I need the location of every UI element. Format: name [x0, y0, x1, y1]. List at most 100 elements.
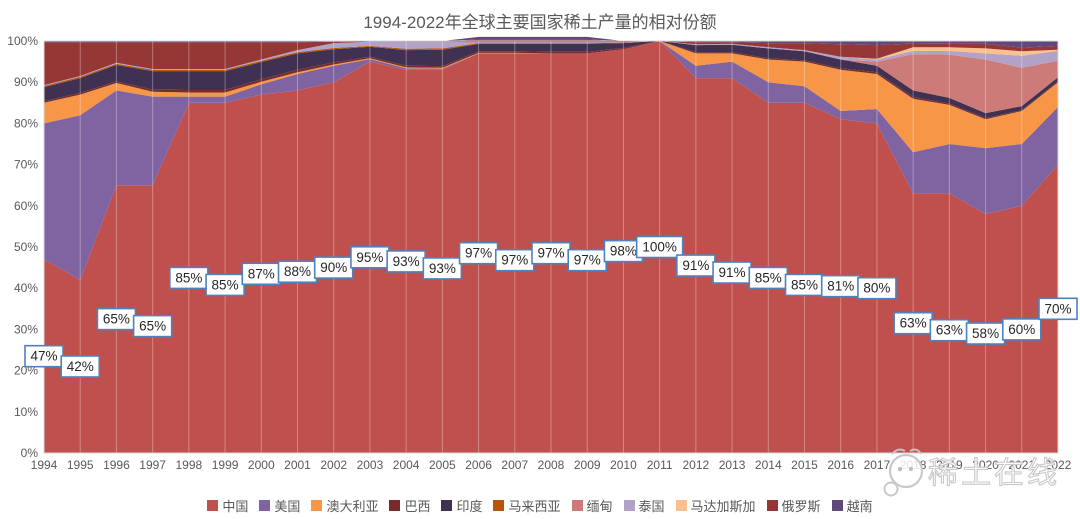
y-tick-label: 80%	[14, 116, 38, 130]
data-label-box	[1001, 318, 1042, 341]
data-label: 93%	[429, 261, 456, 276]
x-tick-label: 2003	[357, 458, 384, 472]
legend-item-thailand: 泰国	[623, 496, 665, 515]
legend-label-brazil: 巴西	[404, 499, 431, 514]
legend-item-india: 印度	[441, 496, 482, 515]
x-tick-label: 2001	[284, 458, 311, 472]
x-tick-label: 1997	[139, 458, 166, 472]
legend-label-madagascar: 马达加斯加	[690, 499, 756, 514]
legend-swatch-usa	[259, 500, 271, 511]
legend-label-usa: 美国	[274, 499, 301, 514]
area-brazil	[44, 41, 1058, 120]
data-label: 93%	[393, 254, 420, 269]
legend-swatch-vietnam	[831, 500, 843, 511]
x-tick-label: 2022	[1045, 458, 1072, 472]
data-label: 80%	[863, 281, 890, 296]
data-label-box	[132, 314, 173, 338]
legend-item-vietnam: 越南	[831, 496, 873, 515]
legend: 中国 美国 澳大利亚 巴西 印度 马来西亚 缅甸 泰国 马达加斯加 俄罗斯 越南	[0, 496, 1080, 515]
x-tick-label: 2005	[429, 458, 456, 472]
data-label: 85%	[212, 277, 239, 292]
x-tick-label: 2014	[755, 458, 782, 472]
y-tick-label: 30%	[14, 322, 38, 336]
x-tick-label: 2021	[1008, 458, 1035, 472]
data-label-box	[857, 276, 897, 300]
legend-item-australia: 澳大利亚	[311, 496, 378, 515]
legend-swatch-india	[441, 500, 453, 511]
chart-title: 1994-2022年全球主要国家稀土产量的相对份额	[363, 13, 717, 32]
legend-item-myanmar: 缅甸	[571, 496, 613, 515]
data-label: 97%	[574, 253, 601, 268]
legend-swatch-malaysia	[493, 500, 505, 511]
area-usa	[44, 41, 1058, 280]
x-tick-label: 1999	[212, 458, 239, 472]
data-label: 95%	[356, 250, 383, 265]
data-label-box	[1038, 297, 1078, 321]
x-tick-label: 2007	[501, 458, 528, 472]
y-tick-label: 90%	[14, 75, 38, 89]
data-label: 63%	[900, 316, 927, 331]
plot-border	[43, 40, 1059, 454]
x-tick-label: 2009	[574, 458, 601, 472]
legend-swatch-madagascar	[675, 500, 687, 511]
data-label: 85%	[175, 270, 202, 285]
data-label: 65%	[103, 312, 130, 327]
legend-label-thailand: 泰国	[638, 499, 665, 514]
area-vietnam	[44, 36, 1058, 48]
data-label-box	[422, 257, 463, 280]
x-tick-label: 2000	[248, 458, 275, 472]
x-tick-label: 2018	[900, 458, 927, 472]
data-label: 88%	[284, 264, 311, 279]
y-tick-label: 70%	[14, 158, 38, 172]
legend-label-myanmar: 缅甸	[586, 499, 613, 514]
data-label: 91%	[682, 258, 709, 273]
legend-swatch-russia	[766, 500, 778, 511]
x-tick-label: 2006	[465, 458, 492, 472]
data-label: 63%	[936, 323, 963, 338]
legend-label-india: 印度	[456, 499, 483, 514]
legend-label-malaysia: 马来西亚	[508, 499, 561, 514]
x-tick-label: 2008	[538, 458, 565, 472]
data-label: 85%	[791, 277, 818, 292]
data-label: 97%	[501, 253, 528, 268]
x-tick-label: 1995	[67, 458, 94, 472]
x-tick-label: 2013	[719, 458, 746, 472]
legend-swatch-brazil	[389, 500, 401, 511]
legend-item-china: 中国	[207, 496, 248, 515]
y-tick-label: 50%	[14, 240, 38, 254]
data-label: 91%	[719, 265, 746, 280]
data-label: 58%	[972, 326, 999, 341]
x-tick-label: 2011	[647, 458, 673, 472]
legend-item-russia: 俄罗斯	[766, 496, 821, 515]
y-tick-label: 40%	[14, 281, 38, 295]
data-label: 85%	[755, 270, 782, 285]
x-tick-label: 2015	[791, 458, 818, 472]
legend-item-brazil: 巴西	[389, 496, 430, 515]
data-label: 97%	[465, 246, 492, 261]
legend-label-russia: 俄罗斯	[781, 499, 821, 514]
legend-label-vietnam: 越南	[846, 499, 873, 514]
legend-item-usa: 美国	[259, 496, 300, 515]
area-india	[44, 41, 1058, 118]
x-tick-label: 2020	[972, 458, 999, 472]
legend-item-madagascar: 马达加斯加	[675, 496, 756, 515]
data-label: 60%	[1008, 322, 1035, 337]
y-tick-label: 0%	[21, 446, 39, 460]
y-tick-label: 60%	[14, 199, 38, 213]
y-tick-label: 10%	[14, 405, 38, 419]
legend-label-australia: 澳大利亚	[326, 499, 379, 514]
x-tick-label: 2019	[936, 458, 963, 472]
area-russia	[44, 39, 1058, 86]
data-label: 47%	[30, 349, 57, 364]
data-label: 81%	[827, 279, 854, 294]
x-tick-label: 2012	[683, 458, 710, 472]
legend-swatch-australia	[311, 500, 323, 511]
x-tick-label: 2016	[827, 458, 854, 472]
legend-swatch-china	[207, 500, 219, 511]
area-australia	[44, 41, 1058, 153]
x-tick-label: 1996	[103, 458, 130, 472]
legend-swatch-thailand	[623, 500, 635, 511]
x-tick-label: 2010	[610, 458, 637, 472]
